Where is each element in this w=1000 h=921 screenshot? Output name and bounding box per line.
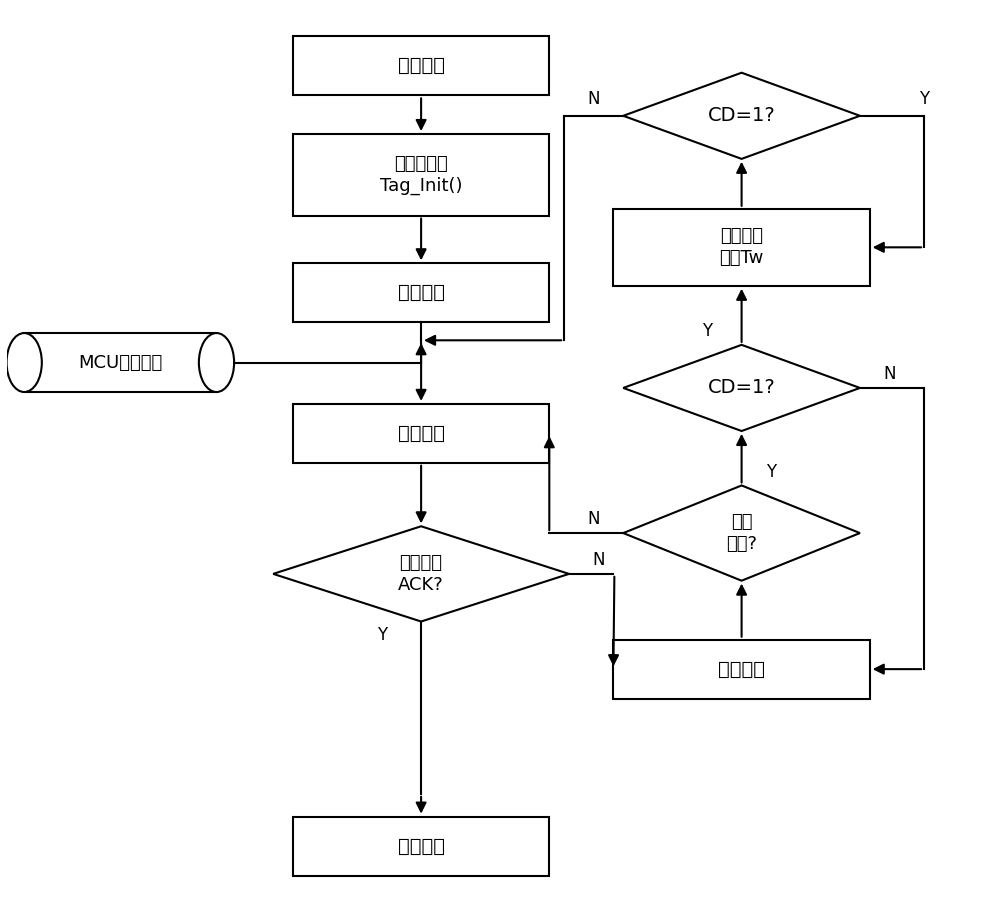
Polygon shape: [623, 485, 860, 581]
Text: Y: Y: [702, 322, 712, 340]
Text: 休眠模式: 休眠模式: [398, 283, 445, 302]
Text: N: N: [587, 90, 600, 109]
Text: 系统上电: 系统上电: [398, 56, 445, 76]
Text: 初始化标签
Tag_Init(): 初始化标签 Tag_Init(): [380, 155, 462, 195]
Ellipse shape: [7, 333, 42, 392]
FancyBboxPatch shape: [613, 640, 870, 699]
Polygon shape: [273, 526, 569, 622]
FancyBboxPatch shape: [293, 37, 549, 96]
FancyBboxPatch shape: [293, 817, 549, 876]
Text: N: N: [592, 552, 605, 569]
Text: 随机延迟
时间Tw: 随机延迟 时间Tw: [719, 227, 764, 267]
Text: N: N: [587, 510, 600, 529]
Text: CD=1?: CD=1?: [708, 106, 775, 125]
Polygon shape: [623, 73, 860, 159]
Text: Y: Y: [766, 463, 776, 481]
Text: 发送数据: 发送数据: [398, 424, 445, 443]
FancyBboxPatch shape: [613, 209, 870, 286]
Text: 休眠模式: 休眠模式: [398, 836, 445, 856]
FancyBboxPatch shape: [26, 335, 215, 391]
Text: 收到应答
ACK?: 收到应答 ACK?: [398, 554, 444, 594]
FancyBboxPatch shape: [293, 134, 549, 216]
Ellipse shape: [199, 333, 234, 392]
Text: Y: Y: [377, 626, 387, 644]
Text: 重发
上限?: 重发 上限?: [726, 513, 757, 554]
FancyBboxPatch shape: [293, 263, 549, 322]
Text: CD=1?: CD=1?: [708, 379, 775, 398]
Text: Y: Y: [919, 90, 929, 109]
Text: N: N: [883, 366, 896, 383]
FancyBboxPatch shape: [293, 403, 549, 462]
Polygon shape: [623, 344, 860, 431]
Text: 重发数据: 重发数据: [718, 659, 765, 679]
Text: MCU送来数据: MCU送来数据: [78, 354, 162, 371]
FancyBboxPatch shape: [24, 333, 216, 392]
